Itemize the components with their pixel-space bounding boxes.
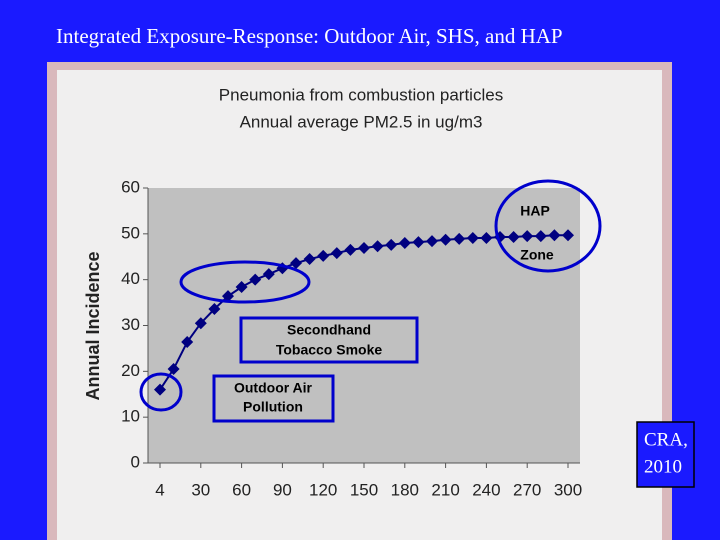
marker: [562, 229, 574, 242]
marker: [453, 232, 466, 245]
marker: [235, 281, 248, 293]
marker: [385, 238, 398, 251]
x-tick-label: 180: [391, 480, 419, 499]
hap-circle: [494, 179, 602, 273]
marker: [303, 253, 316, 266]
outdoor-label: Outdoor Air: [234, 380, 313, 396]
marker: [290, 257, 302, 270]
marker: [480, 231, 493, 244]
marker: [181, 336, 194, 348]
y-axis-label: Annual Incidence: [83, 251, 103, 400]
marker: [208, 303, 221, 315]
marker: [534, 230, 547, 243]
marker: [344, 243, 357, 256]
marker: [426, 235, 438, 248]
citation: CRA,: [644, 429, 688, 450]
marker: [262, 268, 275, 281]
hap-label: HAP: [520, 203, 550, 219]
marker: [507, 231, 520, 244]
outdoor-box: [212, 374, 335, 423]
y-tick-label: 0: [131, 452, 140, 471]
marker: [154, 383, 166, 396]
citation: 2010: [644, 456, 682, 477]
x-tick-label: 210: [431, 480, 459, 499]
shs-box: [239, 316, 419, 364]
x-tick-label: 120: [309, 480, 337, 499]
y-tick-label: 60: [121, 177, 140, 196]
x-tick-label: 4: [155, 480, 164, 499]
marker: [330, 247, 343, 260]
y-tick-label: 30: [121, 315, 140, 334]
zone-label: Zone: [520, 247, 554, 263]
x-tick-label: 150: [350, 480, 378, 499]
x-tick-label: 270: [513, 480, 541, 499]
marker: [371, 240, 384, 253]
slide-title: Integrated Exposure-Response: Outdoor Ai…: [56, 24, 563, 48]
shs-label: Secondhand: [287, 322, 371, 338]
y-tick-label: 40: [121, 269, 140, 288]
marker: [222, 290, 234, 303]
x-tick-label: 90: [273, 480, 292, 499]
x-tick-label: 240: [472, 480, 500, 499]
marker: [412, 236, 425, 249]
marker: [249, 273, 262, 286]
marker: [358, 242, 370, 255]
citation-box: [636, 421, 695, 488]
marker: [548, 229, 561, 242]
x-tick-label: 300: [554, 480, 582, 499]
marker: [194, 317, 207, 330]
y-tick-label: 50: [121, 223, 140, 242]
y-tick-label: 20: [121, 361, 140, 380]
x-tick-label: 60: [232, 480, 251, 499]
chart-title: Pneumonia from combustion particles: [219, 85, 503, 104]
marker: [317, 249, 330, 262]
marker: [521, 230, 534, 243]
outdoor-label: Pollution: [243, 399, 303, 415]
shs-label: Tobacco Smoke: [276, 342, 383, 358]
plot: 0 10 20 30 40 50 60 4 30 60 90 120 150 180 210 240 270 30…: [121, 177, 582, 499]
marker: [398, 237, 411, 249]
marker: [167, 363, 180, 376]
y-tick-label: 10: [121, 407, 140, 426]
chart-subtitle: Annual average PM2.5 in ug/m3: [240, 112, 483, 131]
outdoor-ellipse: [139, 372, 183, 412]
marker: [439, 233, 452, 246]
marker: [466, 231, 479, 244]
shs-ellipse: [179, 260, 311, 304]
x-tick-label: 30: [191, 480, 210, 499]
